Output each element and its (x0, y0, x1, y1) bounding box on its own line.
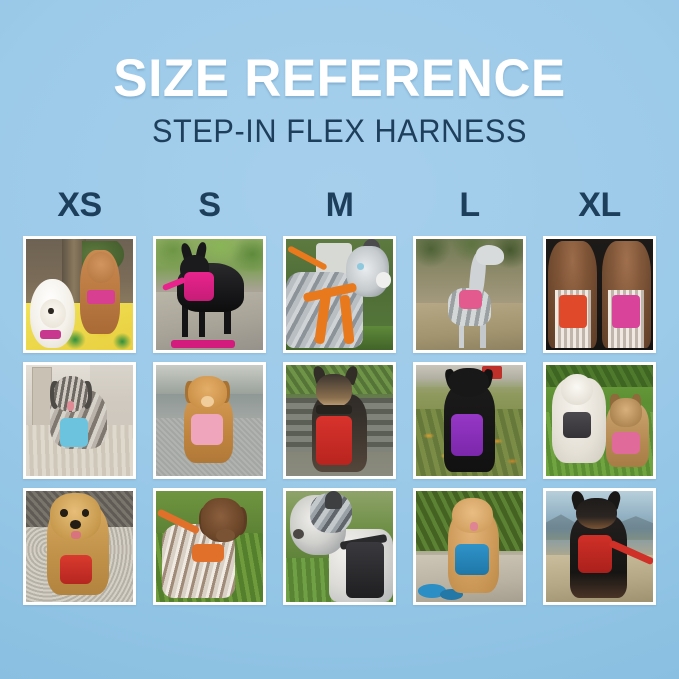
page-subtitle: STEP-IN FLEX HARNESS (151, 113, 528, 150)
photo-cell-l-1 (413, 236, 526, 353)
photo-cell-l-3 (413, 488, 526, 605)
dog-photo-m-2 (286, 365, 393, 476)
photo-cell-xs-2 (23, 362, 136, 479)
dog-photo-s-1 (156, 239, 263, 350)
size-label-xl: XL (578, 186, 621, 224)
size-label-xs: XS (57, 186, 102, 224)
size-label-m: M (325, 186, 354, 224)
photo-row-1 (23, 236, 656, 353)
dog-photo-xl-3 (546, 491, 653, 602)
photo-cell-s-2 (153, 362, 266, 479)
size-label-l: L (459, 186, 480, 224)
photo-row-2 (23, 362, 656, 479)
dog-photo-xl-1 (546, 239, 653, 350)
dog-photo-l-3 (416, 491, 523, 602)
size-label-row: XS S M L XL (23, 186, 656, 224)
photo-cell-xl-2 (543, 362, 656, 479)
dog-photo-s-3 (156, 491, 263, 602)
dog-photo-xs-2 (26, 365, 133, 476)
photo-cell-m-3 (283, 488, 396, 605)
photo-cell-s-1 (153, 236, 266, 353)
dog-photo-xs-1 (26, 239, 133, 350)
dog-photo-xs-3 (26, 491, 133, 602)
photo-cell-s-3 (153, 488, 266, 605)
photo-cell-m-1 (283, 236, 396, 353)
photo-cell-xs-3 (23, 488, 136, 605)
photo-cell-xs-1 (23, 236, 136, 353)
dog-photo-m-1 (286, 239, 393, 350)
photo-grid (23, 236, 656, 605)
size-label-s: S (198, 186, 221, 224)
page-title: SIZE REFERENCE (113, 49, 566, 108)
photo-cell-xl-3 (543, 488, 656, 605)
photo-cell-l-2 (413, 362, 526, 479)
photo-cell-xl-1 (543, 236, 656, 353)
dog-photo-s-2 (156, 365, 263, 476)
photo-row-3 (23, 488, 656, 605)
dog-photo-m-3 (286, 491, 393, 602)
dog-photo-l-1 (416, 239, 523, 350)
photo-cell-m-2 (283, 362, 396, 479)
dog-photo-xl-2 (546, 365, 653, 476)
dog-photo-l-2 (416, 365, 523, 476)
header: SIZE REFERENCE STEP-IN FLEX HARNESS (0, 0, 679, 149)
